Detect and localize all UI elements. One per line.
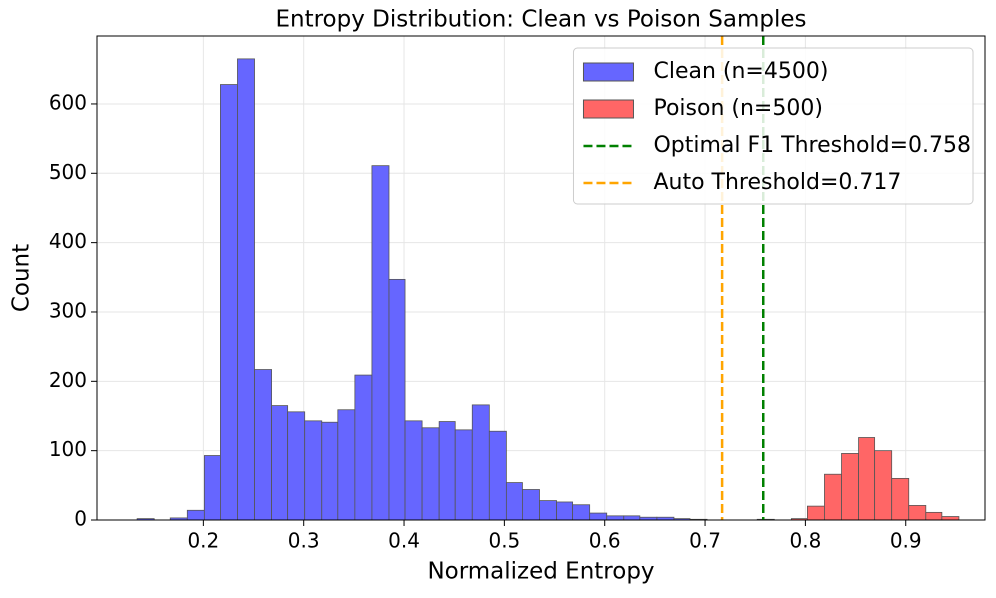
bar	[556, 501, 574, 521]
bar	[572, 504, 591, 521]
bar	[522, 489, 540, 521]
y-axis-label: Count	[9, 244, 35, 312]
bar	[606, 515, 625, 521]
y-tick-label: 500	[49, 160, 87, 184]
bar	[471, 404, 490, 521]
bar	[220, 84, 238, 521]
y-tick-label: 400	[49, 229, 87, 253]
bar	[891, 477, 910, 521]
x-tick-label: 0.3	[288, 529, 320, 553]
y-tick-label: 100	[49, 437, 87, 461]
y-tick-label: 300	[49, 298, 87, 322]
x-tick-label: 0.5	[488, 529, 520, 553]
legend-label: Clean (n=4500)	[653, 59, 828, 84]
plot-frame	[96, 35, 986, 521]
legend-label: Poison (n=500)	[653, 96, 822, 121]
bar	[438, 421, 456, 521]
bar	[254, 369, 272, 521]
chart-title: Entropy Distribution: Clean vs Poison Sa…	[275, 7, 806, 33]
bar	[925, 511, 943, 521]
bar	[321, 421, 339, 521]
bar	[488, 430, 507, 521]
legend-swatch	[582, 62, 634, 82]
bar	[505, 482, 523, 521]
x-tick-label: 0.2	[187, 529, 219, 553]
bar	[421, 427, 440, 521]
bar	[404, 420, 423, 521]
y-tick-label: 0	[74, 507, 87, 531]
bar	[824, 473, 842, 521]
x-axis-label: Normalized Entropy	[427, 559, 654, 585]
bar	[337, 409, 356, 521]
x-tick-label: 0.9	[890, 529, 922, 553]
legend: Clean (n=4500) Poison (n=500) Optimal F1 T…	[572, 47, 974, 205]
bar	[589, 512, 608, 521]
bar	[304, 420, 323, 521]
x-tick-label: 0.7	[689, 529, 721, 553]
bar	[237, 58, 255, 521]
bar	[539, 500, 557, 521]
bar	[271, 405, 289, 521]
x-tick-label: 0.6	[589, 529, 621, 553]
bar	[186, 509, 205, 521]
bar	[858, 437, 876, 521]
bar	[287, 411, 306, 521]
y-tick-label: 200	[49, 368, 87, 392]
bar	[388, 278, 406, 521]
x-tick-label: 0.4	[388, 529, 420, 553]
bar	[623, 515, 641, 521]
legend-label: Optimal F1 Threshold=0.758	[653, 133, 971, 158]
bar	[371, 165, 390, 521]
bar	[874, 450, 893, 521]
legend-label: Auto Threshold=0.717	[653, 170, 901, 195]
legend-swatch	[582, 99, 634, 119]
legend-box	[572, 47, 974, 205]
bar	[908, 505, 927, 521]
bar	[354, 374, 373, 521]
bar	[841, 453, 859, 521]
x-tick-label: 0.8	[789, 529, 821, 553]
bar	[941, 516, 960, 521]
bar	[807, 505, 825, 521]
bar	[203, 455, 221, 521]
y-tick-label: 600	[49, 90, 87, 114]
bar	[454, 429, 473, 521]
